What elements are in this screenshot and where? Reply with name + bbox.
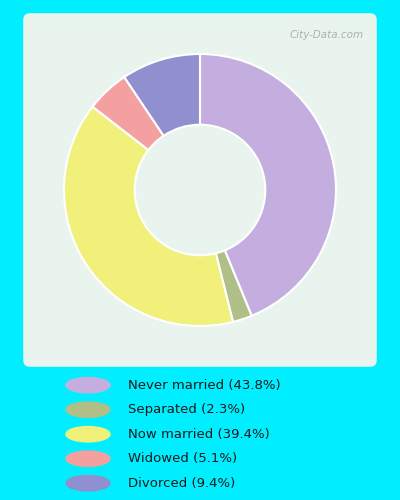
- Wedge shape: [124, 54, 200, 136]
- Circle shape: [66, 476, 110, 491]
- Text: Widowed (5.1%): Widowed (5.1%): [128, 452, 237, 465]
- Wedge shape: [216, 250, 252, 322]
- Wedge shape: [64, 106, 233, 326]
- Text: Divorced (9.4%): Divorced (9.4%): [128, 476, 235, 490]
- Circle shape: [66, 402, 110, 417]
- Circle shape: [66, 426, 110, 442]
- Wedge shape: [92, 77, 164, 150]
- Wedge shape: [200, 54, 336, 316]
- Text: Separated (2.3%): Separated (2.3%): [128, 403, 245, 416]
- FancyBboxPatch shape: [23, 13, 377, 367]
- Text: Marital status in Galien, MI: Marital status in Galien, MI: [56, 24, 344, 42]
- Text: City-Data.com: City-Data.com: [289, 30, 363, 40]
- Circle shape: [66, 451, 110, 466]
- Text: Never married (43.8%): Never married (43.8%): [128, 378, 281, 392]
- Text: Now married (39.4%): Now married (39.4%): [128, 428, 270, 440]
- Circle shape: [66, 378, 110, 393]
